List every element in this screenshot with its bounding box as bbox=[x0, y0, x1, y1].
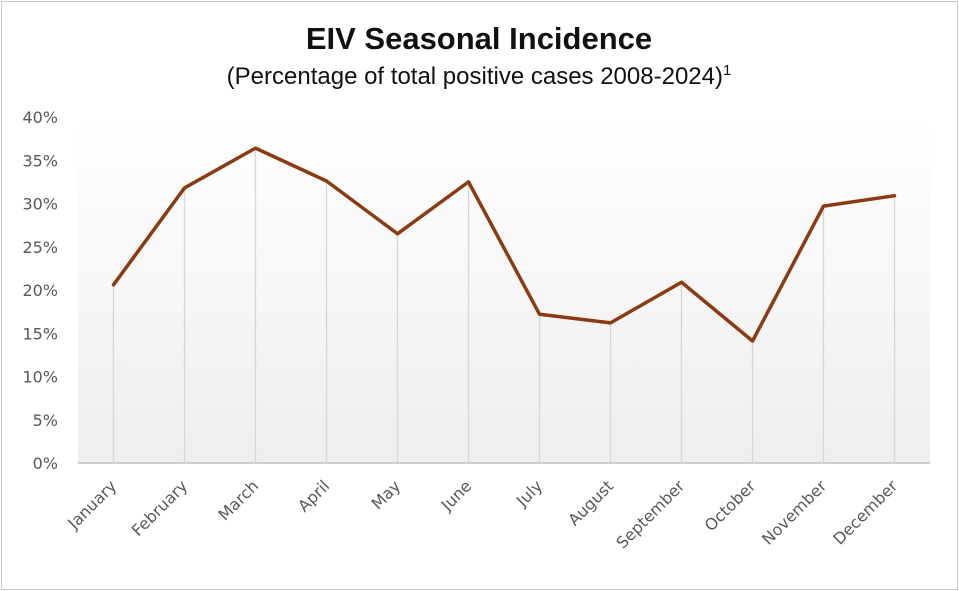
y-tick-label: 35% bbox=[22, 151, 58, 170]
x-tick-label: January bbox=[63, 476, 120, 533]
chart-subtitle-footnote: 1 bbox=[723, 62, 731, 79]
y-tick-label: 10% bbox=[22, 368, 58, 387]
x-tick-label: September bbox=[612, 476, 688, 552]
y-tick-label: 0% bbox=[33, 454, 58, 473]
x-axis-ticks: January February March April May June July Augu… bbox=[63, 476, 901, 552]
drop-lines bbox=[112, 148, 896, 463]
x-tick-label: August bbox=[564, 476, 617, 529]
x-tick-label: December bbox=[829, 476, 901, 548]
y-tick-label: 20% bbox=[22, 281, 58, 300]
series-line bbox=[111, 146, 897, 343]
y-tick-label: 15% bbox=[22, 324, 58, 343]
x-tick-label: June bbox=[437, 476, 476, 515]
chart-subtitle-text: (Percentage of total positive cases 2008… bbox=[227, 63, 723, 90]
y-tick-label: 5% bbox=[33, 411, 58, 430]
chart-subtitle: (Percentage of total positive cases 2008… bbox=[227, 62, 732, 90]
series-lines bbox=[111, 146, 897, 343]
y-tick-label: 40% bbox=[22, 108, 58, 127]
y-tick-label: 30% bbox=[22, 195, 58, 214]
x-tick-label: October bbox=[701, 476, 760, 535]
x-tick-label: March bbox=[214, 476, 262, 524]
y-tick-label: 25% bbox=[22, 238, 58, 257]
x-tick-label: May bbox=[368, 476, 405, 513]
x-tick-label: July bbox=[512, 476, 546, 510]
x-tick-label: February bbox=[128, 476, 192, 540]
chart-title: EIV Seasonal Incidence bbox=[306, 21, 652, 56]
x-tick-label: April bbox=[294, 476, 333, 515]
y-axis-ticks: 0% 5% 10% 15% 20% 25% 30% 35% 40% bbox=[22, 108, 58, 473]
plot-area bbox=[78, 117, 930, 463]
x-tick-label: November bbox=[758, 476, 831, 549]
